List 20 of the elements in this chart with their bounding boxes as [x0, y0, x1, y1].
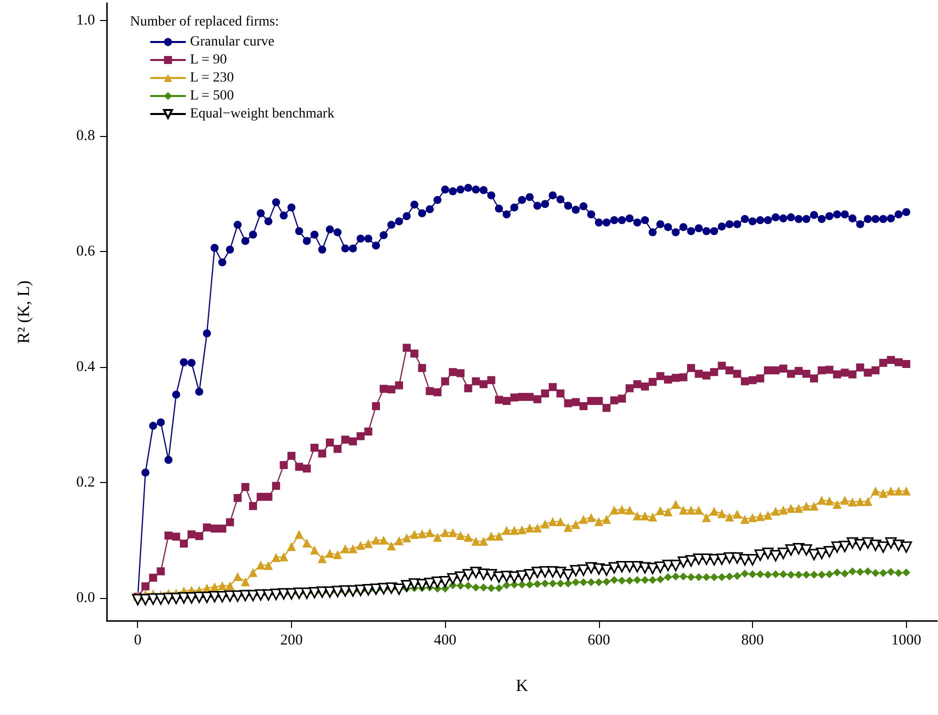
y-tick-label: 0.2 [76, 474, 95, 490]
y-tick-label: 1.0 [76, 12, 95, 28]
legend-label: L = 230 [190, 70, 234, 86]
legend-title: Number of replaced firms: [130, 14, 279, 30]
x-tick-label: 0 [134, 632, 142, 648]
y-axis-title: R² (K, L) [14, 280, 33, 344]
y-tick-label: 0.4 [76, 358, 96, 375]
legend-label: Equal−weight benchmark [190, 106, 334, 122]
x-tick-label: 1000 [891, 632, 922, 648]
x-axis-title: K [516, 676, 529, 695]
legend-label: Granular curve [190, 34, 274, 50]
y-tick-label: 0.8 [76, 128, 95, 144]
legend-label: L = 500 [190, 88, 234, 104]
x-tick-label: 600 [588, 632, 610, 648]
y-tick-label: 0.6 [76, 243, 96, 260]
x-tick-label: 400 [434, 632, 456, 648]
y-tick-label: 0.0 [76, 590, 95, 606]
x-tick-label: 200 [280, 632, 303, 648]
x-tick-label: 800 [741, 632, 764, 648]
legend-label: L = 90 [190, 52, 227, 68]
